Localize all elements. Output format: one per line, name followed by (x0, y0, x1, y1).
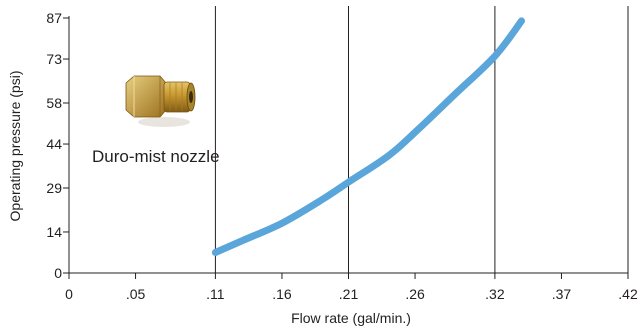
y-tick-label: 73 (46, 51, 62, 67)
x-tick-label: .21 (339, 286, 359, 302)
series-layer (211, 17, 525, 256)
x-axis-title: Flow rate (gal/min.) (291, 310, 411, 326)
x-tick-label: .32 (485, 286, 505, 302)
x-tick-label: .42 (618, 286, 638, 302)
x-tick-label: .16 (272, 286, 292, 302)
x-tick-label: .11 (206, 286, 225, 302)
y-tick-label: 29 (46, 180, 62, 196)
gridlines (214, 6, 629, 273)
y-tick-label: 58 (46, 95, 62, 111)
x-tick-label: 0 (65, 286, 73, 302)
x-tick-label: .37 (552, 286, 572, 302)
y-axis-title: Operating pressure (psi) (7, 71, 23, 222)
axis-ticks: 0 14 29 44 58 73 87 0 .05 .11 .16 .21 .26 .32 .37 .42 (46, 10, 638, 302)
brass-nozzle-icon (125, 75, 196, 127)
pressure-flow-curve (211, 17, 525, 256)
nozzle-annotation: Duro-mist nozzle (92, 147, 220, 166)
x-tick-label: .05 (126, 286, 146, 302)
x-tick-label: .26 (405, 286, 425, 302)
y-tick-label: 44 (46, 136, 62, 152)
y-tick-label: 87 (46, 10, 62, 26)
y-tick-label: 14 (46, 224, 62, 240)
y-tick-label: 0 (54, 265, 62, 281)
